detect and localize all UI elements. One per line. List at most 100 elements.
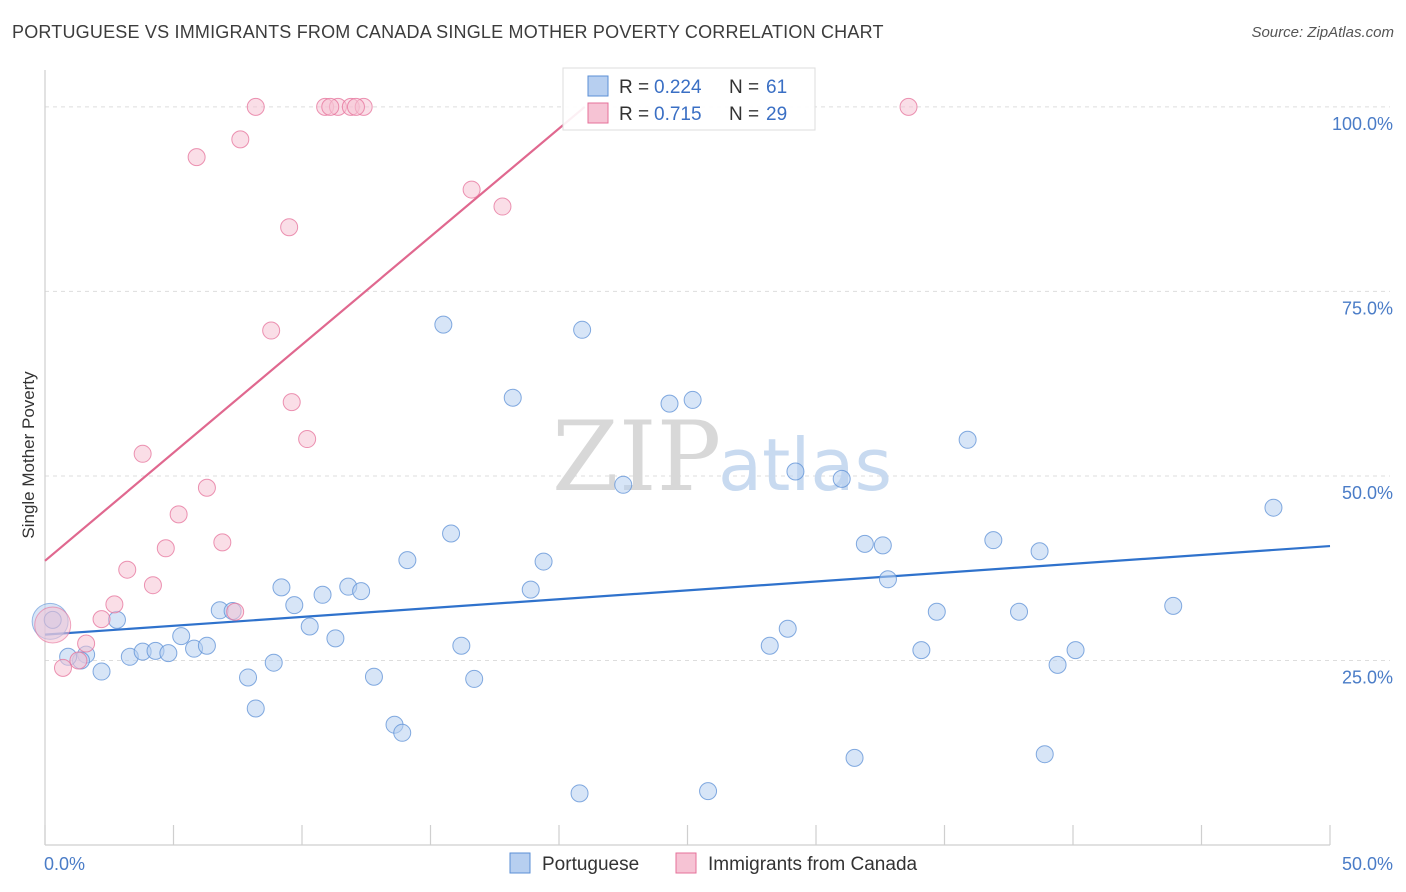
watermark-atlas: atlas xyxy=(718,423,892,507)
legend-r-value-1: 0.715 xyxy=(654,104,702,125)
blue-point-50 xyxy=(927,602,946,621)
blue-point-17 xyxy=(272,578,291,597)
blue-point-31 xyxy=(465,669,484,688)
pink-point-15 xyxy=(246,97,265,116)
blue-point-9 xyxy=(172,627,191,646)
pink-point-3 xyxy=(92,610,111,629)
blue-point-59 xyxy=(1264,498,1283,517)
trend-line-pink xyxy=(44,106,586,562)
legend-r-label-1: R = xyxy=(619,104,649,125)
pink-point-27 xyxy=(346,97,365,116)
blue-point-18 xyxy=(285,596,304,615)
y-axis-label: Single Mother Poverty xyxy=(19,371,38,539)
blue-point-37 xyxy=(614,475,633,494)
bottom-legend-label-pink: Immigrants from Canada xyxy=(708,854,918,875)
legend-box: R = 0.224 N = 61 R = 0.715 N = 29 xyxy=(562,67,816,131)
blue-point-40 xyxy=(699,782,718,801)
blue-point-52 xyxy=(984,531,1003,550)
blue-point-39 xyxy=(683,390,702,409)
pink-point-0 xyxy=(53,658,72,677)
y-tick-labels: 100.0% 75.0% 50.0% 25.0% xyxy=(1332,114,1393,688)
legend-n-label-1: N = xyxy=(729,104,759,125)
pink-point-19 xyxy=(298,430,317,449)
legend-r-value-0: 0.224 xyxy=(654,77,702,98)
blue-point-42 xyxy=(778,619,797,638)
axes xyxy=(44,70,1331,846)
pink-point-11 xyxy=(197,478,216,497)
blue-point-14 xyxy=(239,668,258,687)
blue-point-46 xyxy=(855,534,874,553)
blue-point-8 xyxy=(159,644,178,663)
legend-n-value-1: 29 xyxy=(766,104,787,125)
x-tick-labels: 0.0% 50.0% xyxy=(44,854,1393,874)
blue-point-47 xyxy=(873,536,892,555)
blue-point-54 xyxy=(1030,542,1049,561)
blue-point-32 xyxy=(503,388,522,407)
bottom-legend-label-blue: Portuguese xyxy=(542,854,639,875)
blue-point-56 xyxy=(1048,655,1067,674)
source-label: Source: ZipAtlas.com xyxy=(1251,24,1394,41)
x-tick-label-1: 50.0% xyxy=(1342,854,1393,874)
blue-point-44 xyxy=(832,469,851,488)
blue-point-30 xyxy=(452,636,471,655)
pink-point-4 xyxy=(105,595,124,614)
blue-point-53 xyxy=(1010,602,1029,621)
watermark: ZIP atlas xyxy=(552,401,892,513)
blue-point-35 xyxy=(570,784,589,803)
legend-swatch-pink xyxy=(587,102,609,124)
pink-point-18 xyxy=(282,393,301,412)
trend-line-blue xyxy=(44,544,1331,636)
data-points xyxy=(31,97,1283,803)
pink-point-14 xyxy=(231,130,250,149)
pink-point-28 xyxy=(321,97,340,116)
blue-point-20 xyxy=(313,585,332,604)
blue-point-49 xyxy=(912,641,931,660)
y-tick-label-3: 25.0% xyxy=(1342,667,1393,687)
pink-point-7 xyxy=(143,576,162,595)
pink-point-10 xyxy=(187,148,206,167)
watermark-zip: ZIP xyxy=(552,401,721,513)
blue-point-58 xyxy=(1164,596,1183,615)
blue-point-41 xyxy=(760,636,779,655)
blue-point-55 xyxy=(1035,745,1054,764)
blue-point-19 xyxy=(300,617,319,636)
pink-point-25 xyxy=(493,197,512,216)
blue-point-3 xyxy=(107,610,126,629)
blue-point-38 xyxy=(660,394,679,413)
pink-big-point xyxy=(34,606,72,644)
legend-n-value-0: 61 xyxy=(766,77,787,98)
legend-r-label-0: R = xyxy=(619,77,649,98)
pink-point-2 xyxy=(77,634,96,653)
y-tick-label-2: 50.0% xyxy=(1342,483,1393,503)
pink-point-24 xyxy=(462,180,481,199)
pink-point-1 xyxy=(69,651,88,670)
y-tick-label-0: 100.0% xyxy=(1332,114,1393,134)
bottom-legend-swatch-blue xyxy=(509,852,531,874)
bottom-legend-swatch-pink xyxy=(675,852,697,874)
blue-point-36 xyxy=(573,320,592,339)
blue-point-26 xyxy=(393,723,412,742)
blue-point-4 xyxy=(92,662,111,681)
blue-point-23 xyxy=(352,582,371,601)
blue-point-45 xyxy=(845,748,864,767)
pink-point-6 xyxy=(133,444,152,463)
blue-point-34 xyxy=(534,552,553,571)
bottom-legend: Portuguese Immigrants from Canada xyxy=(509,852,918,875)
chart-title: PORTUGUESE VS IMMIGRANTS FROM CANADA SIN… xyxy=(12,22,884,42)
blue-point-16 xyxy=(264,653,283,672)
blue-point-51 xyxy=(958,430,977,449)
pink-point-8 xyxy=(156,539,175,558)
blue-point-57 xyxy=(1066,641,1085,660)
legend-swatch-blue xyxy=(587,75,609,97)
x-tick-label-0: 0.0% xyxy=(44,854,85,874)
pink-point-26 xyxy=(899,97,918,116)
trend-lines xyxy=(44,106,1331,636)
blue-point-29 xyxy=(442,524,461,543)
grid-lines xyxy=(45,106,1390,661)
y-tick-label-1: 75.0% xyxy=(1342,298,1393,318)
pink-point-16 xyxy=(262,321,281,340)
blue-point-28 xyxy=(434,315,453,334)
pink-point-17 xyxy=(280,218,299,237)
blue-point-15 xyxy=(246,699,265,718)
